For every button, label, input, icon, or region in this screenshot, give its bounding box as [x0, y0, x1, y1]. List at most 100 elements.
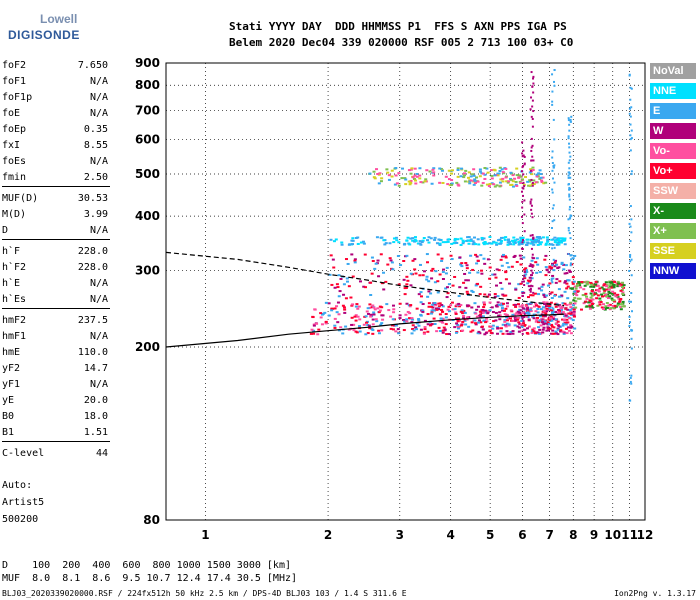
echo-mark: [457, 295, 461, 298]
echo-mark: [569, 118, 572, 121]
echo-mark: [475, 308, 479, 311]
echo-mark: [435, 242, 439, 245]
echo-mark: [492, 320, 496, 323]
echo-mark: [380, 322, 384, 325]
echo-mark: [628, 324, 631, 327]
echo-mark: [523, 324, 527, 327]
echo-mark: [558, 240, 562, 243]
echo-mark: [463, 319, 467, 322]
echo-mark: [562, 268, 566, 271]
param-value: N/A: [89, 225, 108, 236]
echo-mark: [475, 315, 479, 318]
echo-mark: [550, 291, 554, 294]
echo-mark: [541, 236, 545, 239]
param-row: h`E N/A: [2, 276, 110, 292]
echo-mark: [412, 178, 416, 181]
echo-mark: [523, 176, 527, 179]
echo-mark: [441, 305, 445, 308]
echo-mark: [456, 320, 460, 323]
echo-mark: [478, 170, 482, 173]
echo-mark: [353, 315, 357, 318]
echo-mark: [519, 263, 523, 266]
echo-mark: [610, 281, 614, 284]
echo-mark: [629, 240, 632, 243]
echo-mark: [548, 327, 552, 330]
echo-mark: [494, 319, 498, 322]
echo-mark: [520, 329, 524, 332]
echo-mark: [568, 270, 572, 273]
echo-mark: [520, 242, 524, 245]
echo-mark: [602, 288, 606, 291]
echo-mark: [392, 308, 396, 311]
echo-mark: [550, 323, 554, 326]
echo-mark: [529, 169, 532, 172]
echo-mark: [502, 309, 506, 312]
echo-mark: [478, 168, 482, 171]
param-value: N/A: [89, 278, 108, 289]
echo-mark: [621, 292, 625, 295]
echo-mark: [488, 277, 492, 280]
echo-mark: [507, 332, 511, 335]
echo-mark: [480, 269, 484, 272]
echo-mark: [438, 242, 442, 245]
echo-mark: [553, 68, 556, 71]
echo-mark: [540, 285, 544, 288]
echo-mark: [504, 256, 508, 259]
echo-mark: [505, 316, 509, 319]
echo-mark: [598, 303, 602, 306]
echo-mark: [523, 270, 526, 273]
param-name: h`Es: [2, 294, 27, 305]
echo-mark: [529, 234, 532, 237]
echo-mark: [415, 307, 419, 310]
echo-mark: [458, 305, 462, 308]
echo-mark: [630, 347, 633, 350]
echo-mark: [458, 286, 462, 289]
param-row: foE N/A: [2, 106, 110, 122]
echo-mark: [488, 266, 492, 269]
echo-mark: [335, 283, 339, 286]
echo-mark: [538, 271, 542, 274]
echo-mark: [459, 243, 463, 246]
echo-mark: [496, 332, 500, 335]
echo-mark: [464, 286, 468, 289]
echo-mark: [485, 242, 489, 245]
echo-mark: [501, 323, 505, 326]
echo-mark: [519, 323, 523, 326]
echo-mark: [393, 183, 397, 186]
echo-mark: [563, 272, 567, 275]
echo-mark: [329, 254, 333, 257]
echo-mark: [568, 309, 572, 312]
echo-mark: [566, 279, 570, 282]
echo-mark: [495, 243, 499, 246]
echo-mark: [485, 167, 489, 170]
echo-mark: [523, 274, 526, 277]
echo-mark: [463, 174, 467, 177]
echo-mark: [454, 331, 458, 334]
echo-mark: [483, 311, 487, 314]
echo-mark: [431, 168, 435, 171]
echo-mark: [517, 313, 521, 316]
echo-mark: [606, 306, 610, 309]
echo-mark: [523, 185, 526, 188]
echo-mark: [613, 300, 617, 303]
profile-dashed-line: [165, 251, 565, 307]
echo-mark: [592, 285, 596, 288]
echo-mark: [396, 328, 400, 331]
echo-mark: [526, 180, 530, 183]
echo-mark: [530, 212, 533, 215]
echo-mark: [359, 241, 363, 244]
echo-mark: [339, 326, 343, 329]
echo-mark: [338, 290, 342, 293]
echo-mark: [418, 242, 422, 245]
legend-item: W: [650, 123, 696, 139]
echo-mark: [553, 236, 557, 239]
echo-mark: [596, 304, 600, 307]
echo-mark: [603, 307, 607, 310]
echo-mark: [569, 326, 573, 329]
echo-mark: [336, 321, 340, 324]
echo-mark: [426, 313, 430, 316]
echo-mark: [616, 304, 620, 307]
echo-mark: [567, 171, 570, 174]
echo-mark: [591, 302, 595, 305]
echo-mark: [595, 297, 599, 300]
